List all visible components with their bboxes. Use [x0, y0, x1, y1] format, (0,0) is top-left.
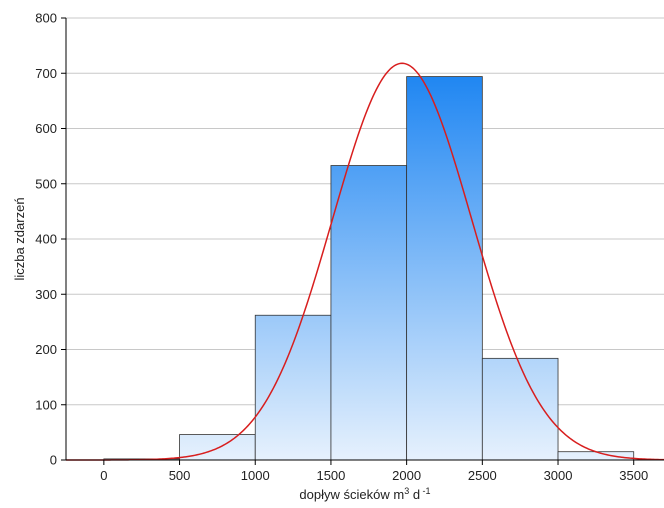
bar-2000-2500 — [406, 76, 483, 461]
bar-2500-3000 — [481, 357, 559, 461]
y-tick-label-600: 600 — [35, 121, 57, 136]
y-tick-label-700: 700 — [35, 66, 57, 81]
bar-1500-2000 — [330, 165, 408, 461]
x-tick-label-0: 0 — [100, 468, 107, 483]
y-tick-label-200: 200 — [35, 342, 57, 357]
x-tick-label-2500: 2500 — [468, 468, 497, 483]
bar-3000-3500 — [557, 451, 635, 461]
y-tick-label-400: 400 — [35, 232, 57, 247]
tick-labels: 0 100 200 300 400 500 600 700 800 0 500 1000 1500 200… — [35, 11, 648, 484]
x-tick-label-500: 500 — [169, 468, 191, 483]
x-tick-label-3500: 3500 — [619, 468, 648, 483]
normal-fit-curve — [66, 62, 664, 461]
y-axis-title: liczba zdarzeń — [12, 197, 27, 280]
x-tick-label-2000: 2000 — [392, 468, 421, 483]
y-tick-label-100: 100 — [35, 397, 57, 412]
bar-1000-1500 — [254, 314, 332, 461]
y-tick-label-0: 0 — [50, 453, 57, 468]
y-tick-label-300: 300 — [35, 287, 57, 302]
x-tick-label-3000: 3000 — [544, 468, 573, 483]
x-tick-label-1000: 1000 — [241, 468, 270, 483]
y-tick-label-800: 800 — [35, 11, 57, 26]
y-tick-label-500: 500 — [35, 176, 57, 191]
histogram-bars — [103, 76, 635, 461]
x-tick-label-1500: 1500 — [316, 468, 345, 483]
x-axis-title: dopływ ścieków m3 d -1 — [299, 486, 430, 502]
